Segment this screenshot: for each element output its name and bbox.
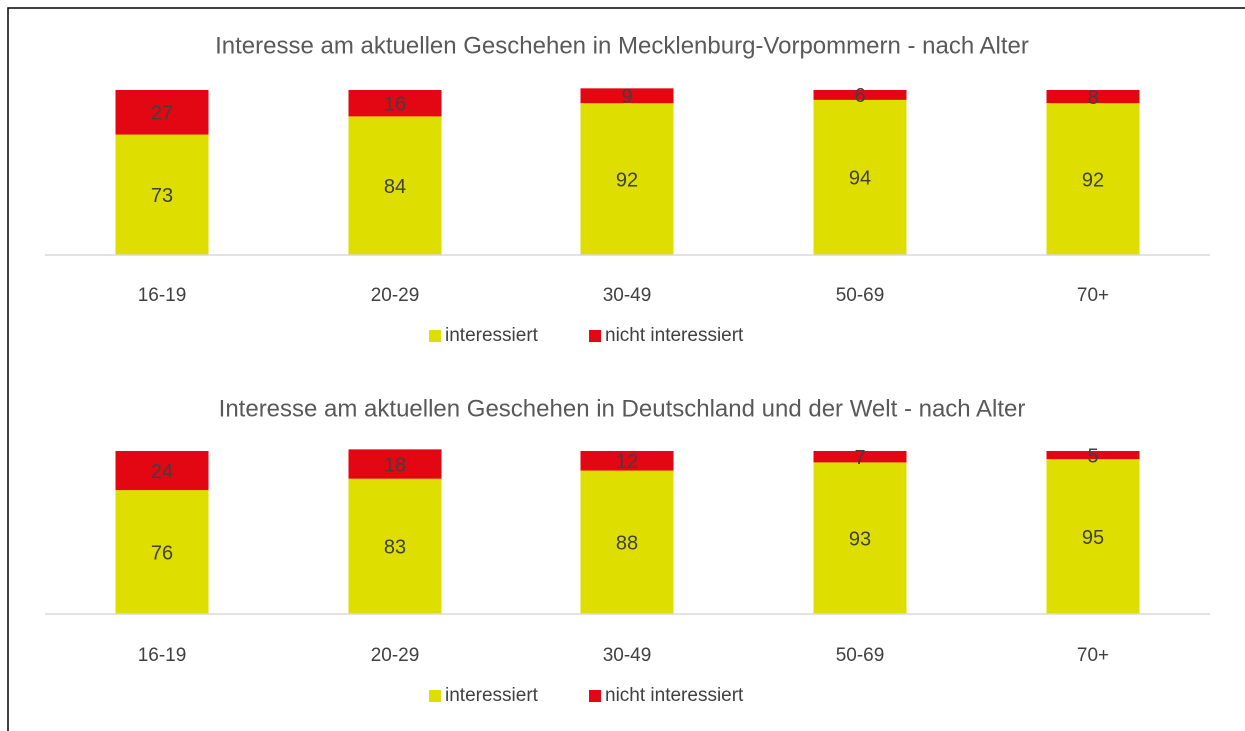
- bar-segment: [115, 90, 209, 135]
- data-label: 76: [151, 542, 173, 564]
- legend-label: interessiert: [445, 685, 539, 706]
- data-label: 88: [616, 533, 638, 555]
- data-label: 94: [849, 168, 871, 190]
- data-label: 73: [151, 185, 173, 207]
- data-label: 83: [384, 537, 406, 559]
- x-tick-label: 20-29: [371, 285, 420, 306]
- bar-segment: [580, 451, 674, 471]
- bar-segment: [115, 451, 209, 491]
- bar-segment: [813, 451, 907, 463]
- bar-segment: [1046, 103, 1140, 255]
- x-tick-label: 70+: [1077, 645, 1109, 666]
- data-label: 8: [1087, 87, 1098, 109]
- data-label: 16: [384, 93, 406, 115]
- bar-segment: [813, 99, 907, 256]
- x-tick-label: 20-29: [371, 645, 420, 666]
- bar-segment: [580, 88, 674, 104]
- legend-label: nicht interessiert: [605, 325, 744, 346]
- legend-swatch: [589, 690, 601, 702]
- bar-segment: [580, 103, 674, 255]
- chart-title: Interesse am aktuellen Geschehen in Meck…: [215, 32, 1029, 59]
- data-label: 24: [151, 461, 173, 483]
- frame: [7, 7, 1245, 731]
- chart-title: Interesse am aktuellen Geschehen in Deut…: [219, 395, 1026, 422]
- bar-segment: [348, 449, 442, 479]
- data-label: 9: [621, 86, 632, 108]
- x-tick-label: 30-49: [603, 645, 652, 666]
- bar-segment: [348, 90, 442, 117]
- bar-segment: [1046, 90, 1140, 104]
- bar-segment: [813, 462, 907, 614]
- data-label: 7: [854, 447, 865, 469]
- bar-segment: [580, 470, 674, 614]
- data-label: 92: [616, 169, 638, 191]
- bar-segment: [348, 478, 442, 614]
- data-label: 12: [616, 451, 638, 473]
- data-label: 18: [384, 454, 406, 476]
- x-tick-label: 50-69: [836, 285, 885, 306]
- bar-segment: [813, 90, 907, 100]
- bar-segment: [115, 490, 209, 614]
- data-label: 5: [1087, 445, 1098, 467]
- data-label: 92: [1082, 169, 1104, 191]
- data-label: 84: [384, 176, 406, 198]
- x-tick-label: 70+: [1077, 285, 1109, 306]
- bar-segment: [115, 134, 209, 255]
- legend-label: interessiert: [445, 325, 539, 346]
- x-tick-label: 16-19: [138, 645, 187, 666]
- x-tick-label: 30-49: [603, 285, 652, 306]
- x-tick-label: 50-69: [836, 645, 885, 666]
- data-label: 93: [849, 528, 871, 550]
- bar-segment: [1046, 451, 1140, 460]
- bar-segment: [1046, 459, 1140, 614]
- legend-label: nicht interessiert: [605, 685, 744, 706]
- bar-segment: [348, 116, 442, 256]
- legend-swatch: [589, 330, 601, 342]
- legend-swatch: [429, 690, 441, 702]
- data-label: 27: [151, 103, 173, 125]
- x-tick-label: 16-19: [138, 285, 187, 306]
- data-label: 95: [1082, 527, 1104, 549]
- legend-swatch: [429, 330, 441, 342]
- data-label: 6: [854, 85, 865, 107]
